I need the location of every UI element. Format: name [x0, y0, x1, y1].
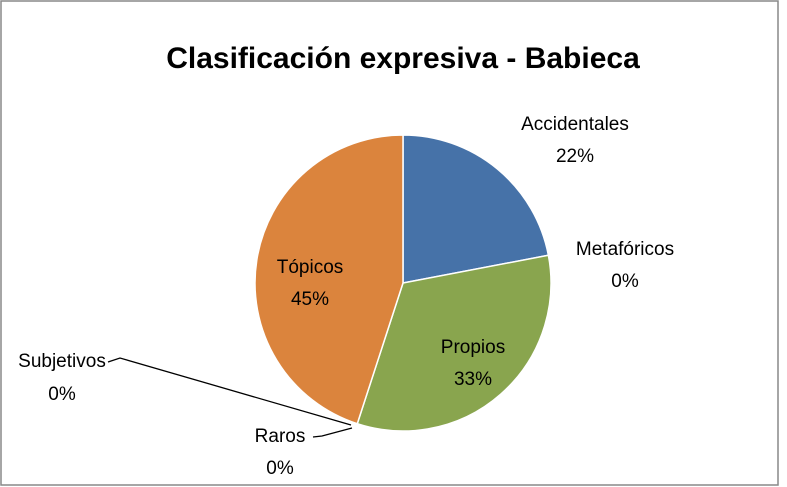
slice-label: Tópicos	[277, 257, 344, 278]
slice-value-label: 0%	[266, 458, 294, 479]
slice-label: Subjetivos	[18, 351, 106, 372]
pie-slice	[254, 134, 404, 425]
slice-label: Metafóricos	[576, 239, 674, 260]
leader-line	[312, 427, 353, 438]
pie-slice	[356, 254, 552, 432]
leader-line	[107, 357, 352, 426]
chart-title: Clasificación expresiva - Babieca	[166, 42, 640, 75]
slice-label: Accidentales	[521, 114, 629, 135]
pie-slice	[402, 134, 550, 284]
slice-value-label: 45%	[291, 289, 329, 310]
slice-label: Propios	[441, 337, 505, 358]
slice-label: Raros	[255, 426, 306, 447]
slice-value-label: 33%	[454, 369, 492, 390]
slice-value-label: 22%	[556, 146, 594, 167]
slice-value-label: 0%	[611, 271, 639, 292]
slice-value-label: 0%	[48, 384, 76, 405]
